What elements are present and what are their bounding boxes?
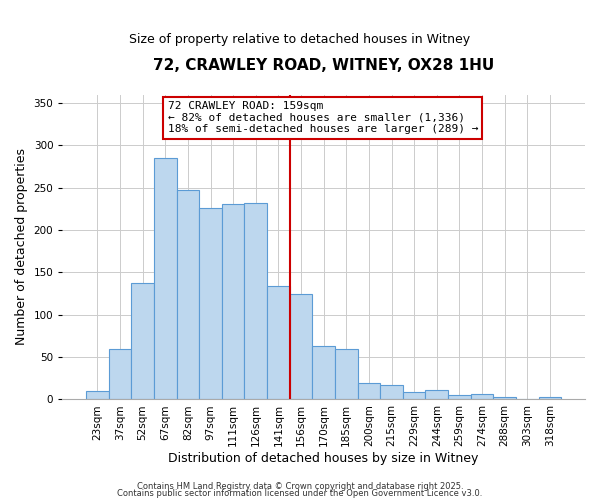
Bar: [471, 394, 493, 400]
Bar: [131, 284, 154, 400]
Bar: [380, 385, 403, 400]
Text: Size of property relative to detached houses in Witney: Size of property relative to detached ho…: [130, 32, 470, 46]
Bar: [358, 382, 380, 400]
Bar: [539, 397, 561, 400]
Bar: [109, 348, 131, 400]
Bar: [313, 346, 335, 400]
Title: 72, CRAWLEY ROAD, WITNEY, OX28 1HU: 72, CRAWLEY ROAD, WITNEY, OX28 1HU: [153, 58, 494, 72]
Bar: [448, 395, 471, 400]
Bar: [493, 397, 516, 400]
Text: Contains HM Land Registry data © Crown copyright and database right 2025.: Contains HM Land Registry data © Crown c…: [137, 482, 463, 491]
Bar: [267, 286, 290, 400]
Text: Contains public sector information licensed under the Open Government Licence v3: Contains public sector information licen…: [118, 490, 482, 498]
Text: 72 CRAWLEY ROAD: 159sqm
← 82% of detached houses are smaller (1,336)
18% of semi: 72 CRAWLEY ROAD: 159sqm ← 82% of detache…: [167, 102, 478, 134]
Bar: [199, 208, 222, 400]
Bar: [222, 204, 244, 400]
Bar: [176, 190, 199, 400]
Y-axis label: Number of detached properties: Number of detached properties: [15, 148, 28, 346]
Bar: [154, 158, 176, 400]
Bar: [290, 294, 313, 400]
Bar: [335, 350, 358, 400]
Bar: [86, 391, 109, 400]
Bar: [425, 390, 448, 400]
Bar: [403, 392, 425, 400]
Bar: [244, 203, 267, 400]
X-axis label: Distribution of detached houses by size in Witney: Distribution of detached houses by size …: [169, 452, 479, 465]
